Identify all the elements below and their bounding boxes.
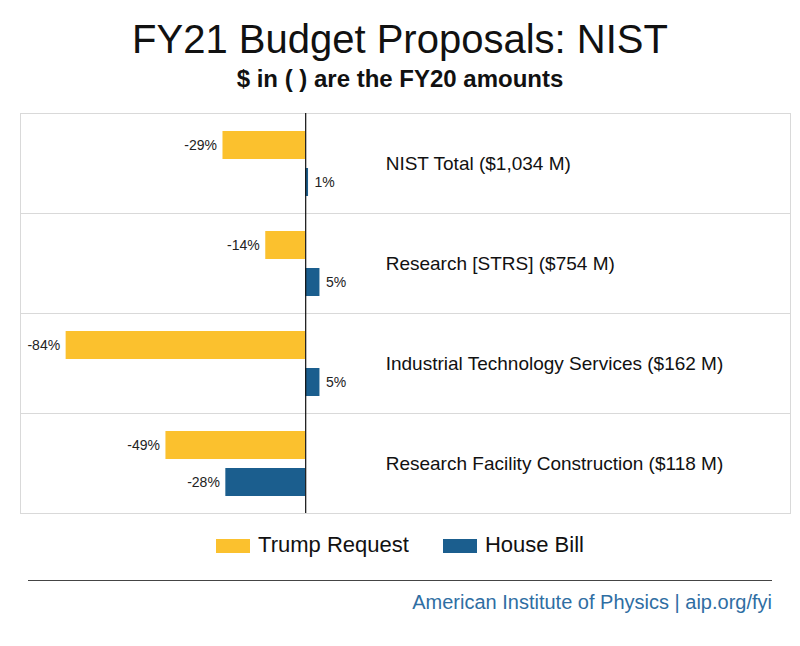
svg-text:NIST Total ($1,034 M): NIST Total ($1,034 M): [386, 153, 571, 174]
html-text:$ in ( ) are the FY20 amounts: $ in ( ) are the FY20 amounts: [236, 65, 564, 92]
svg-text:-14%: -14%: [227, 237, 260, 253]
svg-text:-29%: -29%: [184, 137, 217, 153]
svg-text:-84%: -84%: [27, 337, 60, 353]
html-text:House Bill: House Bill: [484, 532, 584, 557]
svg-text:Industrial Technology Services: Industrial Technology Services ($162 M): [386, 353, 724, 374]
svg-text:-28%: -28%: [187, 474, 220, 490]
svg-text:Research [STRS] ($754 M): Research [STRS] ($754 M): [386, 253, 615, 274]
html-text:Trump Request: Trump Request: [258, 532, 409, 557]
svg-text:5%: 5%: [326, 374, 346, 390]
svg-text:-49%: -49%: [127, 437, 160, 453]
html-text:FY21 Budget Proposals: NIST: FY21 Budget Proposals: NIST: [132, 17, 668, 61]
html-text:American Institute of Physics: American Institute of Physics | aip.org/…: [412, 591, 772, 613]
svg-text:1%: 1%: [315, 174, 335, 190]
svg-text:5%: 5%: [326, 274, 346, 290]
svg-text:Research Facility Construction: Research Facility Construction ($118 M): [386, 453, 724, 474]
